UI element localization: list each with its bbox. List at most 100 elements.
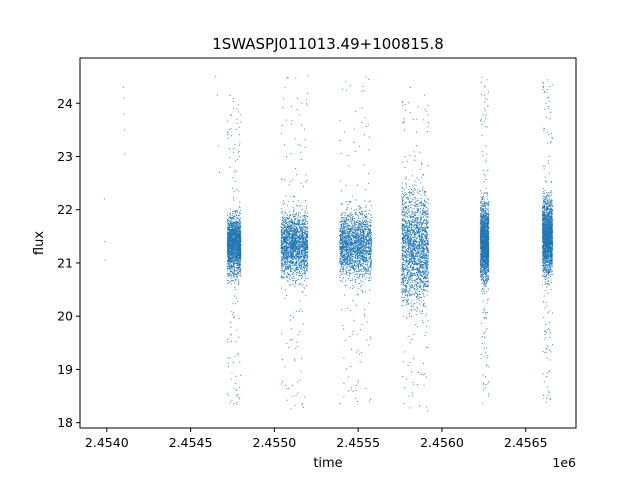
data-point	[288, 277, 291, 279]
data-point-outlier	[232, 101, 234, 103]
data-point	[288, 215, 290, 217]
data-point	[356, 258, 358, 260]
data-point	[288, 217, 290, 219]
data-point	[292, 273, 294, 275]
data-point	[361, 223, 363, 225]
data-point	[292, 257, 294, 259]
data-point	[229, 254, 231, 256]
data-point	[357, 276, 359, 278]
data-point-outlier	[291, 179, 293, 181]
data-point	[349, 270, 351, 272]
data-point-outlier	[239, 252, 242, 254]
data-point	[340, 251, 342, 253]
data-point	[299, 265, 301, 267]
data-point	[292, 232, 294, 234]
data-point	[357, 238, 359, 240]
data-point-outlier	[290, 226, 292, 228]
data-point	[231, 243, 234, 245]
data-point	[365, 219, 367, 221]
data-point-outlier	[234, 273, 236, 275]
data-point-outlier	[227, 362, 229, 364]
data-point	[235, 228, 237, 230]
data-point	[227, 252, 229, 254]
data-points	[103, 75, 554, 412]
data-point	[359, 212, 361, 214]
data-point-outlier	[232, 217, 235, 219]
data-point	[291, 230, 293, 232]
data-point	[300, 238, 302, 240]
data-point-outlier	[300, 151, 302, 153]
data-point	[227, 251, 229, 253]
data-point	[239, 212, 242, 214]
data-point	[347, 267, 349, 269]
data-point	[357, 224, 359, 226]
data-point	[287, 256, 289, 258]
data-point	[230, 215, 232, 217]
data-point	[239, 227, 241, 229]
data-point	[357, 241, 359, 243]
data-point	[239, 206, 241, 208]
data-point	[370, 205, 372, 207]
data-point	[291, 253, 293, 255]
data-point	[342, 272, 344, 274]
data-point	[292, 245, 294, 247]
data-point	[293, 222, 296, 224]
data-point	[296, 235, 298, 237]
data-point-outlier	[294, 358, 296, 360]
data-point	[229, 274, 231, 276]
data-point	[301, 252, 303, 254]
data-point	[227, 267, 229, 269]
data-point	[351, 251, 353, 253]
data-point-outlier	[238, 150, 240, 152]
data-point	[283, 236, 285, 238]
data-point	[358, 211, 360, 213]
data-point	[300, 237, 302, 239]
data-point-outlier	[281, 274, 283, 276]
data-point-outlier	[230, 321, 232, 323]
data-point	[287, 275, 289, 277]
data-point	[283, 250, 285, 252]
data-point-outlier	[238, 283, 240, 285]
data-point	[288, 253, 290, 255]
data-point	[238, 247, 240, 250]
data-point	[228, 229, 231, 231]
data-point	[339, 256, 341, 258]
data-point	[301, 245, 304, 247]
data-point	[239, 211, 241, 213]
data-point	[351, 219, 353, 221]
data-point	[288, 264, 290, 266]
data-point	[230, 281, 232, 283]
data-point	[237, 272, 239, 274]
data-point	[352, 224, 354, 226]
data-point	[234, 246, 237, 248]
data-point-outlier	[301, 290, 303, 292]
data-point	[303, 229, 305, 231]
data-point	[229, 277, 232, 279]
data-point	[357, 221, 359, 223]
data-point-outlier	[227, 357, 229, 359]
data-point-outlier	[296, 341, 298, 343]
data-point	[303, 269, 305, 271]
data-point	[124, 153, 126, 155]
data-point	[231, 280, 234, 282]
data-point-outlier	[301, 310, 303, 313]
data-point	[287, 223, 289, 225]
data-point	[305, 275, 307, 277]
data-point	[292, 229, 294, 231]
data-point	[285, 266, 288, 268]
data-point	[292, 220, 294, 222]
data-point	[280, 260, 282, 262]
data-point	[235, 232, 237, 234]
data-point	[298, 243, 300, 245]
data-point	[287, 226, 289, 228]
data-point	[232, 239, 234, 241]
data-point-outlier	[232, 187, 234, 189]
data-point	[290, 222, 293, 224]
data-point	[358, 254, 360, 256]
data-point-outlier	[236, 297, 238, 299]
data-point	[289, 214, 292, 217]
data-point	[238, 246, 240, 248]
data-point-outlier	[290, 195, 292, 197]
data-point	[307, 230, 309, 232]
data-point	[370, 237, 372, 239]
